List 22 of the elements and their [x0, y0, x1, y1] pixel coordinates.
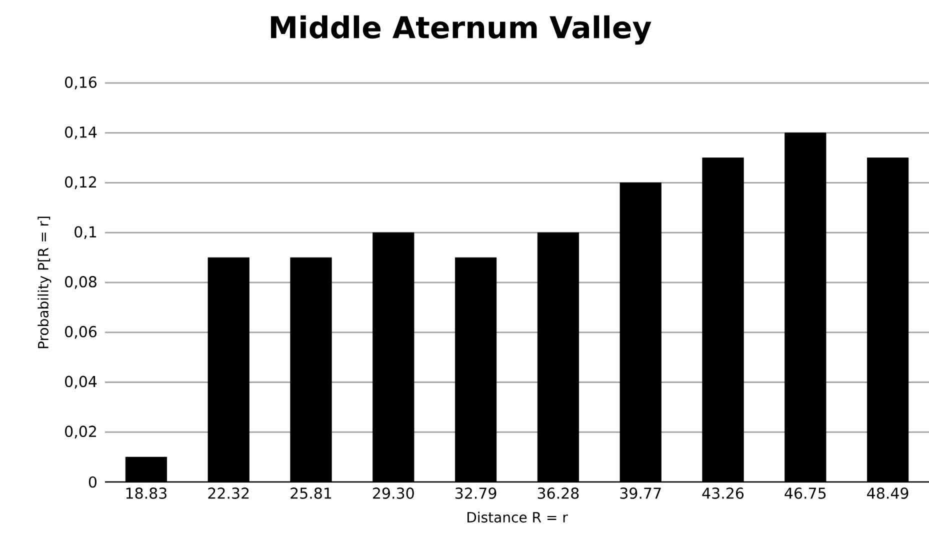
y-tick-label: 0,12 — [65, 176, 96, 190]
x-tick-label: 32.79 — [455, 488, 496, 499]
x-tick-label: 36.28 — [538, 488, 579, 499]
x-tick-label: 25.81 — [290, 488, 332, 499]
y-tick-label: 0,16 — [65, 76, 97, 90]
x-tick-label: 18.83 — [126, 488, 166, 499]
y-tick-label: 0,02 — [65, 426, 96, 439]
y-tick-label: 0,08 — [65, 276, 96, 289]
y-tick-label: 0,1 — [74, 226, 96, 240]
y-tick-label: 0,04 — [65, 376, 97, 389]
y-tick-label: 0 — [88, 476, 96, 488]
y-tick-label: 0,06 — [65, 326, 97, 339]
x-tick-label: 39.77 — [620, 488, 661, 499]
x-axis-title: Distance R = r — [467, 512, 568, 523]
x-tick-label: 22.32 — [208, 488, 249, 499]
x-tick-label: 48.49 — [867, 488, 908, 499]
x-tick-label: 29.30 — [373, 488, 414, 499]
chart-title: Middle Aternum Valley — [270, 15, 652, 45]
x-tick-label: 43.26 — [702, 488, 744, 499]
y-tick-label: 0,14 — [65, 126, 97, 140]
y-axis-title: Probability P[R = r] — [38, 216, 52, 348]
x-tick-label: 46.75 — [784, 488, 826, 499]
